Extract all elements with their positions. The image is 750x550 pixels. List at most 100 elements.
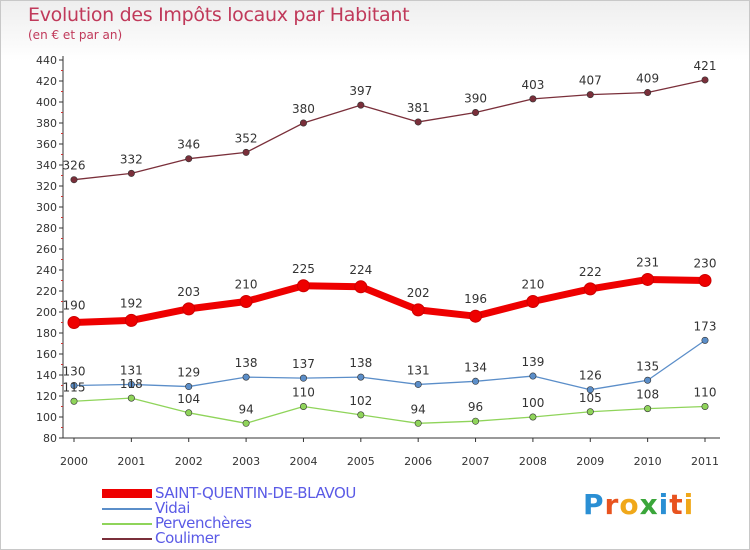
data-label-saint-quentin: 224: [349, 263, 372, 277]
x-tick-label: 2007: [462, 455, 490, 468]
data-label-saint-quentin: 225: [292, 262, 315, 276]
data-label-coulimer: 332: [120, 152, 143, 166]
data-point-coulimer: [242, 148, 250, 156]
data-point-saint-quentin: [411, 303, 425, 317]
data-label-coulimer: 326: [63, 159, 86, 173]
data-label-vidai: 131: [407, 363, 430, 377]
y-tick-label: 380: [36, 117, 57, 130]
data-label-pervencheres: 102: [349, 394, 372, 408]
data-point-pervencheres: [70, 397, 78, 405]
y-tick-label: 120: [36, 390, 57, 403]
data-label-coulimer: 390: [464, 92, 487, 106]
data-point-coulimer: [644, 89, 652, 97]
legend-swatch-saint-quentin: [102, 489, 152, 498]
data-point-pervencheres: [357, 411, 365, 419]
logo-letter: i: [658, 488, 670, 521]
data-label-pervencheres: 104: [177, 392, 200, 406]
data-point-saint-quentin: [67, 316, 81, 329]
data-point-vidai: [127, 380, 135, 388]
data-point-pervencheres: [701, 402, 709, 410]
y-tick-label: 260: [36, 243, 57, 256]
x-tick-label: 2000: [60, 455, 88, 468]
y-tick-label: 300: [36, 201, 57, 214]
legend-item-coulimer: Coulimer: [102, 531, 220, 546]
data-label-coulimer: 380: [292, 102, 315, 116]
data-point-vidai: [529, 372, 537, 380]
data-label-coulimer: 407: [579, 74, 602, 88]
data-point-coulimer: [127, 169, 135, 177]
data-point-pervencheres: [586, 408, 594, 416]
data-point-saint-quentin: [526, 295, 540, 308]
data-label-vidai: 138: [235, 356, 258, 370]
y-tick-label: 360: [36, 138, 57, 151]
y-tick-label: 280: [36, 222, 57, 235]
data-label-saint-quentin: 231: [636, 255, 659, 269]
data-label-coulimer: 346: [177, 138, 200, 152]
y-tick-label: 440: [36, 54, 57, 67]
data-label-saint-quentin: 230: [694, 257, 717, 271]
data-point-saint-quentin: [641, 272, 655, 286]
legend-label-saint-quentin: SAINT-QUENTIN-DE-BLAVOU: [155, 484, 356, 502]
data-label-pervencheres: 115: [63, 380, 86, 394]
data-point-pervencheres: [472, 417, 480, 425]
series-line-coulimer: [73, 79, 706, 181]
data-point-pervencheres: [185, 409, 193, 417]
x-tick-label: 2009: [576, 455, 604, 468]
data-label-pervencheres: 110: [292, 386, 315, 400]
data-label-pervencheres: 105: [579, 391, 602, 405]
legend-item-pervencheres: Pervenchères: [102, 516, 252, 531]
data-point-pervencheres: [529, 413, 537, 421]
y-tick-label: 180: [36, 327, 57, 340]
logo-letter: P: [583, 488, 605, 521]
data-point-coulimer: [414, 118, 422, 126]
legend-swatch-pervencheres: [102, 522, 152, 525]
data-label-vidai: 126: [579, 369, 602, 383]
data-label-saint-quentin: 210: [521, 278, 544, 292]
x-tick-label: 2006: [404, 455, 432, 468]
series-line-vidai: [73, 339, 706, 391]
data-point-pervencheres: [299, 402, 307, 410]
data-point-vidai: [701, 336, 709, 344]
data-label-pervencheres: 110: [694, 386, 717, 400]
data-label-pervencheres: 94: [411, 402, 426, 416]
logo-letter: o: [619, 488, 640, 521]
y-tick-label: 100: [36, 411, 57, 424]
y-tick-label: 340: [36, 159, 57, 172]
data-label-coulimer: 381: [407, 101, 430, 115]
data-label-coulimer: 409: [636, 72, 659, 86]
data-point-coulimer: [701, 76, 709, 84]
x-tick-label: 2008: [519, 455, 547, 468]
legend-label-vidai: Vidai: [155, 499, 190, 517]
data-point-vidai: [357, 373, 365, 381]
data-label-coulimer: 352: [235, 131, 258, 145]
x-tick-label: 2011: [691, 455, 719, 468]
data-label-vidai: 131: [120, 363, 143, 377]
chart-subtitle: (en € et par an): [28, 28, 123, 42]
data-label-coulimer: 397: [349, 84, 372, 98]
data-label-saint-quentin: 210: [235, 278, 258, 292]
data-label-vidai: 134: [464, 360, 487, 374]
legend-swatch-vidai: [102, 507, 152, 510]
legend-item-vidai: Vidai: [102, 501, 190, 516]
data-point-vidai: [644, 376, 652, 384]
data-point-saint-quentin: [583, 282, 597, 296]
x-tick-label: 2002: [175, 455, 203, 468]
proxiti-logo: Proxiti: [583, 488, 694, 521]
data-point-vidai: [299, 374, 307, 382]
data-label-saint-quentin: 190: [63, 299, 86, 313]
y-tick-label: 320: [36, 180, 57, 193]
x-tick-label: 2005: [347, 455, 375, 468]
data-point-coulimer: [472, 109, 480, 117]
data-label-coulimer: 421: [694, 59, 717, 73]
x-tick-label: 2004: [289, 455, 317, 468]
legend-swatch-coulimer: [102, 537, 152, 540]
data-point-vidai: [472, 377, 480, 385]
data-label-coulimer: 403: [521, 78, 544, 92]
data-point-vidai: [414, 380, 422, 388]
data-label-vidai: 129: [177, 366, 200, 380]
logo-letter: t: [669, 488, 684, 521]
chart-axes: 80 100 120 140 160 180 200 220 240 260 280 300 320 34…: [36, 54, 720, 468]
data-label-pervencheres: 108: [636, 388, 659, 402]
